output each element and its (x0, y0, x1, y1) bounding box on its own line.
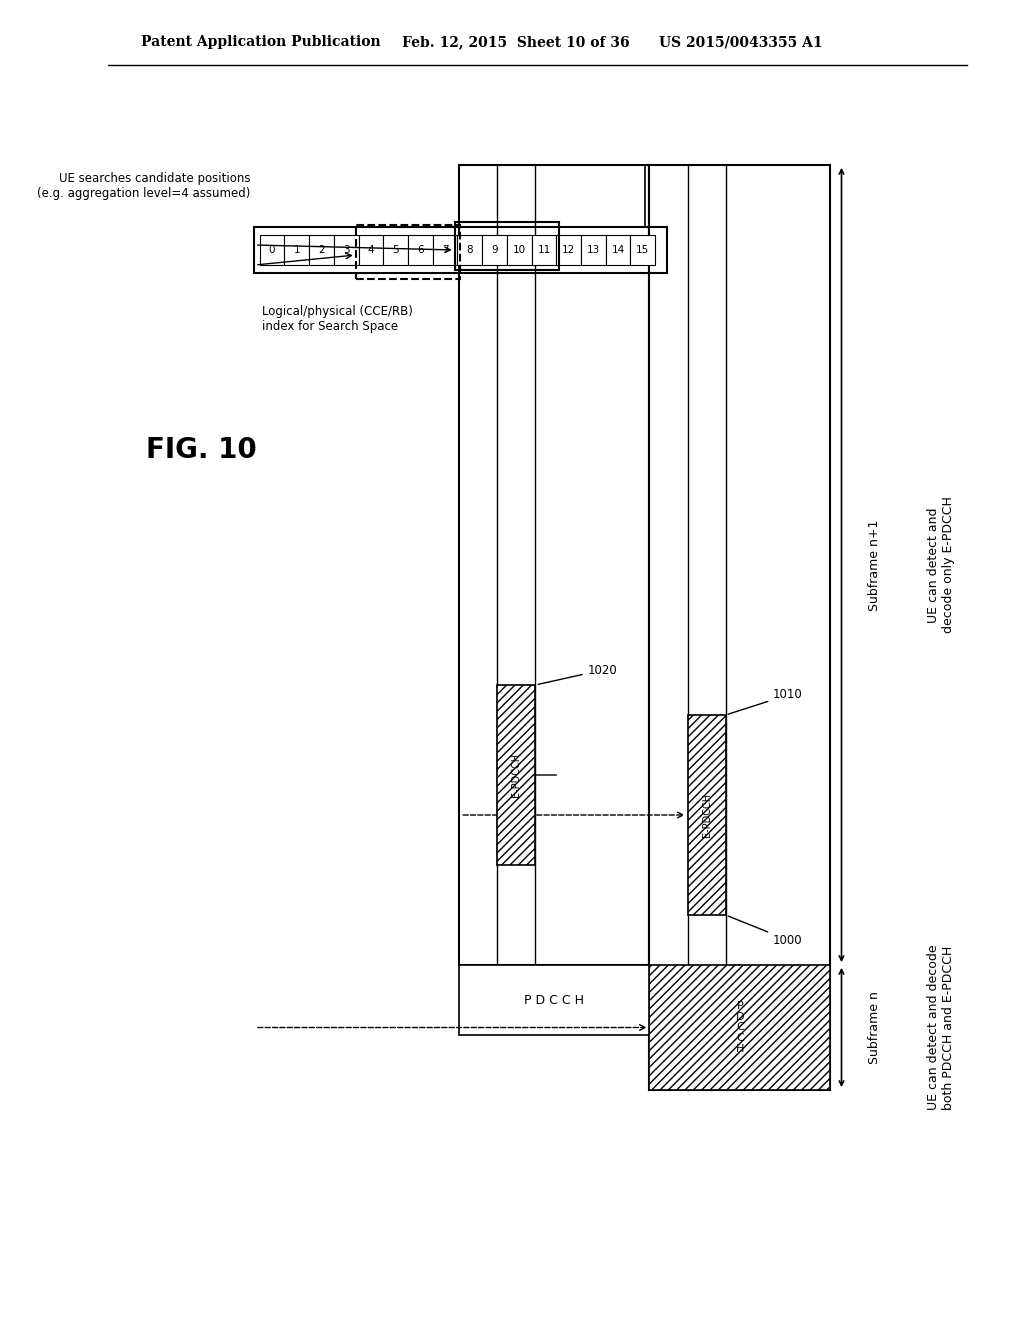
Bar (498, 685, 536, 865)
Bar (631, 235, 655, 265)
Text: P D C C H: P D C C H (524, 994, 585, 1006)
Text: 13: 13 (587, 246, 600, 255)
Bar (433, 235, 458, 265)
Text: Subframe n+1: Subframe n+1 (868, 519, 882, 611)
Text: 14: 14 (611, 246, 625, 255)
Text: 1000: 1000 (728, 916, 803, 946)
Text: 8: 8 (467, 246, 473, 255)
Text: UE can detect and
decode only E-PDCCH: UE can detect and decode only E-PDCCH (928, 496, 955, 634)
Text: FIG. 10: FIG. 10 (145, 436, 256, 465)
Text: Patent Application Publication: Patent Application Publication (141, 36, 381, 49)
Text: 9: 9 (492, 246, 498, 255)
Text: UE can detect and decode
both PDCCH and E-PDCCH: UE can detect and decode both PDCCH and … (928, 945, 955, 1110)
Bar (531, 235, 556, 265)
Bar (355, 224, 461, 279)
Text: 10: 10 (513, 246, 525, 255)
Bar (455, 222, 559, 271)
Text: 7: 7 (441, 246, 449, 255)
Bar (556, 235, 581, 265)
Text: 5: 5 (392, 246, 399, 255)
Bar (460, 965, 649, 1035)
Bar (687, 715, 726, 915)
Text: 1020: 1020 (539, 664, 617, 684)
Bar (408, 235, 433, 265)
Text: 2: 2 (318, 246, 325, 255)
Bar (458, 235, 482, 265)
Bar (482, 235, 507, 265)
Text: 0: 0 (269, 246, 275, 255)
Bar (581, 235, 606, 265)
Text: 1010: 1010 (728, 689, 803, 714)
Text: Feb. 12, 2015  Sheet 10 of 36: Feb. 12, 2015 Sheet 10 of 36 (402, 36, 630, 49)
Bar (649, 965, 830, 1090)
Text: UE searches candidate positions
(e.g. aggregation level=4 assumed): UE searches candidate positions (e.g. ag… (37, 172, 250, 201)
Bar (649, 165, 830, 1090)
Text: US 2015/0043355 A1: US 2015/0043355 A1 (659, 36, 822, 49)
Text: E-PDCCH: E-PDCCH (701, 793, 712, 837)
Bar (358, 235, 383, 265)
Text: 11: 11 (538, 246, 551, 255)
Text: P
D
C
C
H: P D C C H (735, 1001, 744, 1055)
Bar (460, 165, 649, 965)
Bar (507, 235, 531, 265)
Text: 12: 12 (562, 246, 575, 255)
Bar (606, 235, 631, 265)
Bar (285, 235, 309, 265)
Text: 3: 3 (343, 246, 349, 255)
Bar (334, 235, 358, 265)
Text: Subframe n: Subframe n (868, 991, 882, 1064)
Text: 1: 1 (294, 246, 300, 255)
Bar (254, 227, 667, 273)
Bar (309, 235, 334, 265)
Text: Logical/physical (CCE/RB)
index for Search Space: Logical/physical (CCE/RB) index for Sear… (262, 305, 413, 333)
Text: 4: 4 (368, 246, 375, 255)
Bar (383, 235, 408, 265)
Text: E-PDCCH: E-PDCCH (511, 752, 521, 797)
Text: 6: 6 (417, 246, 424, 255)
Bar (260, 235, 285, 265)
Text: 15: 15 (636, 246, 649, 255)
